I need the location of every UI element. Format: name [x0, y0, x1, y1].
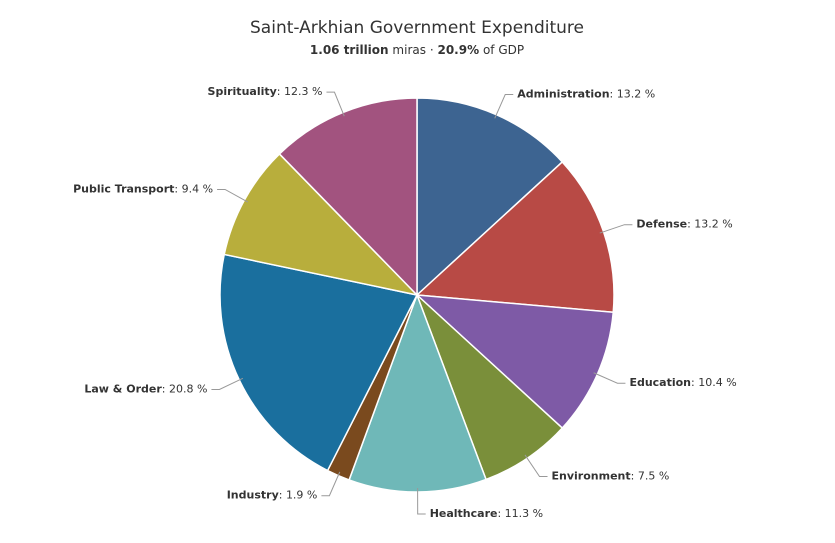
- subtitle-separator: ·: [430, 43, 434, 57]
- subtitle-unit: miras: [392, 43, 426, 57]
- data-label: Public Transport: 9.4 %: [73, 182, 213, 195]
- label-value: 13.2 %: [617, 88, 655, 101]
- subtitle-total: 1.06 trillion: [310, 43, 389, 57]
- label-name: Law & Order: [84, 382, 162, 395]
- label-separator: :: [497, 507, 504, 520]
- data-label: Administration: 13.2 %: [517, 88, 655, 101]
- leader-line: [321, 471, 341, 497]
- label-name: Healthcare: [430, 507, 498, 520]
- label-separator: :: [279, 489, 286, 502]
- data-label: Education: 10.4 %: [629, 376, 736, 389]
- data-label: Spirituality: 12.3 %: [208, 85, 323, 98]
- label-name: Defense: [636, 218, 687, 231]
- leader-line: [599, 224, 633, 234]
- label-name: Environment: [552, 470, 631, 483]
- chart-title: Saint-Arkhian Government Expenditure: [250, 18, 584, 38]
- label-separator: :: [691, 376, 698, 389]
- label-value: 12.3 %: [284, 85, 322, 98]
- label-separator: :: [277, 85, 284, 98]
- label-name: Education: [629, 376, 691, 389]
- label-name: Public Transport: [73, 182, 174, 195]
- label-value: 10.4 %: [698, 376, 736, 389]
- leader-line: [494, 94, 514, 119]
- leader-line: [211, 377, 244, 390]
- label-separator: :: [687, 218, 694, 231]
- data-label: Environment: 7.5 %: [552, 470, 670, 483]
- label-separator: :: [631, 470, 638, 483]
- label-name: Administration: [517, 88, 609, 101]
- label-separator: :: [610, 88, 617, 101]
- label-value: 11.3 %: [505, 507, 543, 520]
- data-label: Defense: 13.2 %: [636, 218, 732, 231]
- label-name: Spirituality: [208, 85, 277, 98]
- label-separator: :: [162, 382, 169, 395]
- label-value: 7.5 %: [638, 470, 669, 483]
- data-label: Healthcare: 11.3 %: [430, 507, 543, 520]
- label-separator: :: [174, 182, 181, 195]
- label-name: Industry: [227, 489, 279, 502]
- leader-line: [593, 372, 626, 384]
- data-label: Industry: 1.9 %: [227, 489, 318, 502]
- leader-line: [217, 188, 249, 203]
- label-value: 9.4 %: [182, 182, 213, 195]
- chart-subtitle: 1.06 trillion miras · 20.9% of GDP: [310, 43, 524, 57]
- leader-line: [326, 91, 345, 117]
- subtitle-gdp-suffix: of GDP: [483, 43, 524, 57]
- subtitle-gdp-share: 20.9%: [437, 43, 479, 57]
- label-value: 13.2 %: [694, 218, 732, 231]
- label-value: 20.8 %: [169, 382, 207, 395]
- data-label: Law & Order: 20.8 %: [84, 382, 207, 395]
- leader-line: [524, 454, 548, 478]
- label-value: 1.9 %: [286, 489, 317, 502]
- leader-line: [417, 487, 426, 515]
